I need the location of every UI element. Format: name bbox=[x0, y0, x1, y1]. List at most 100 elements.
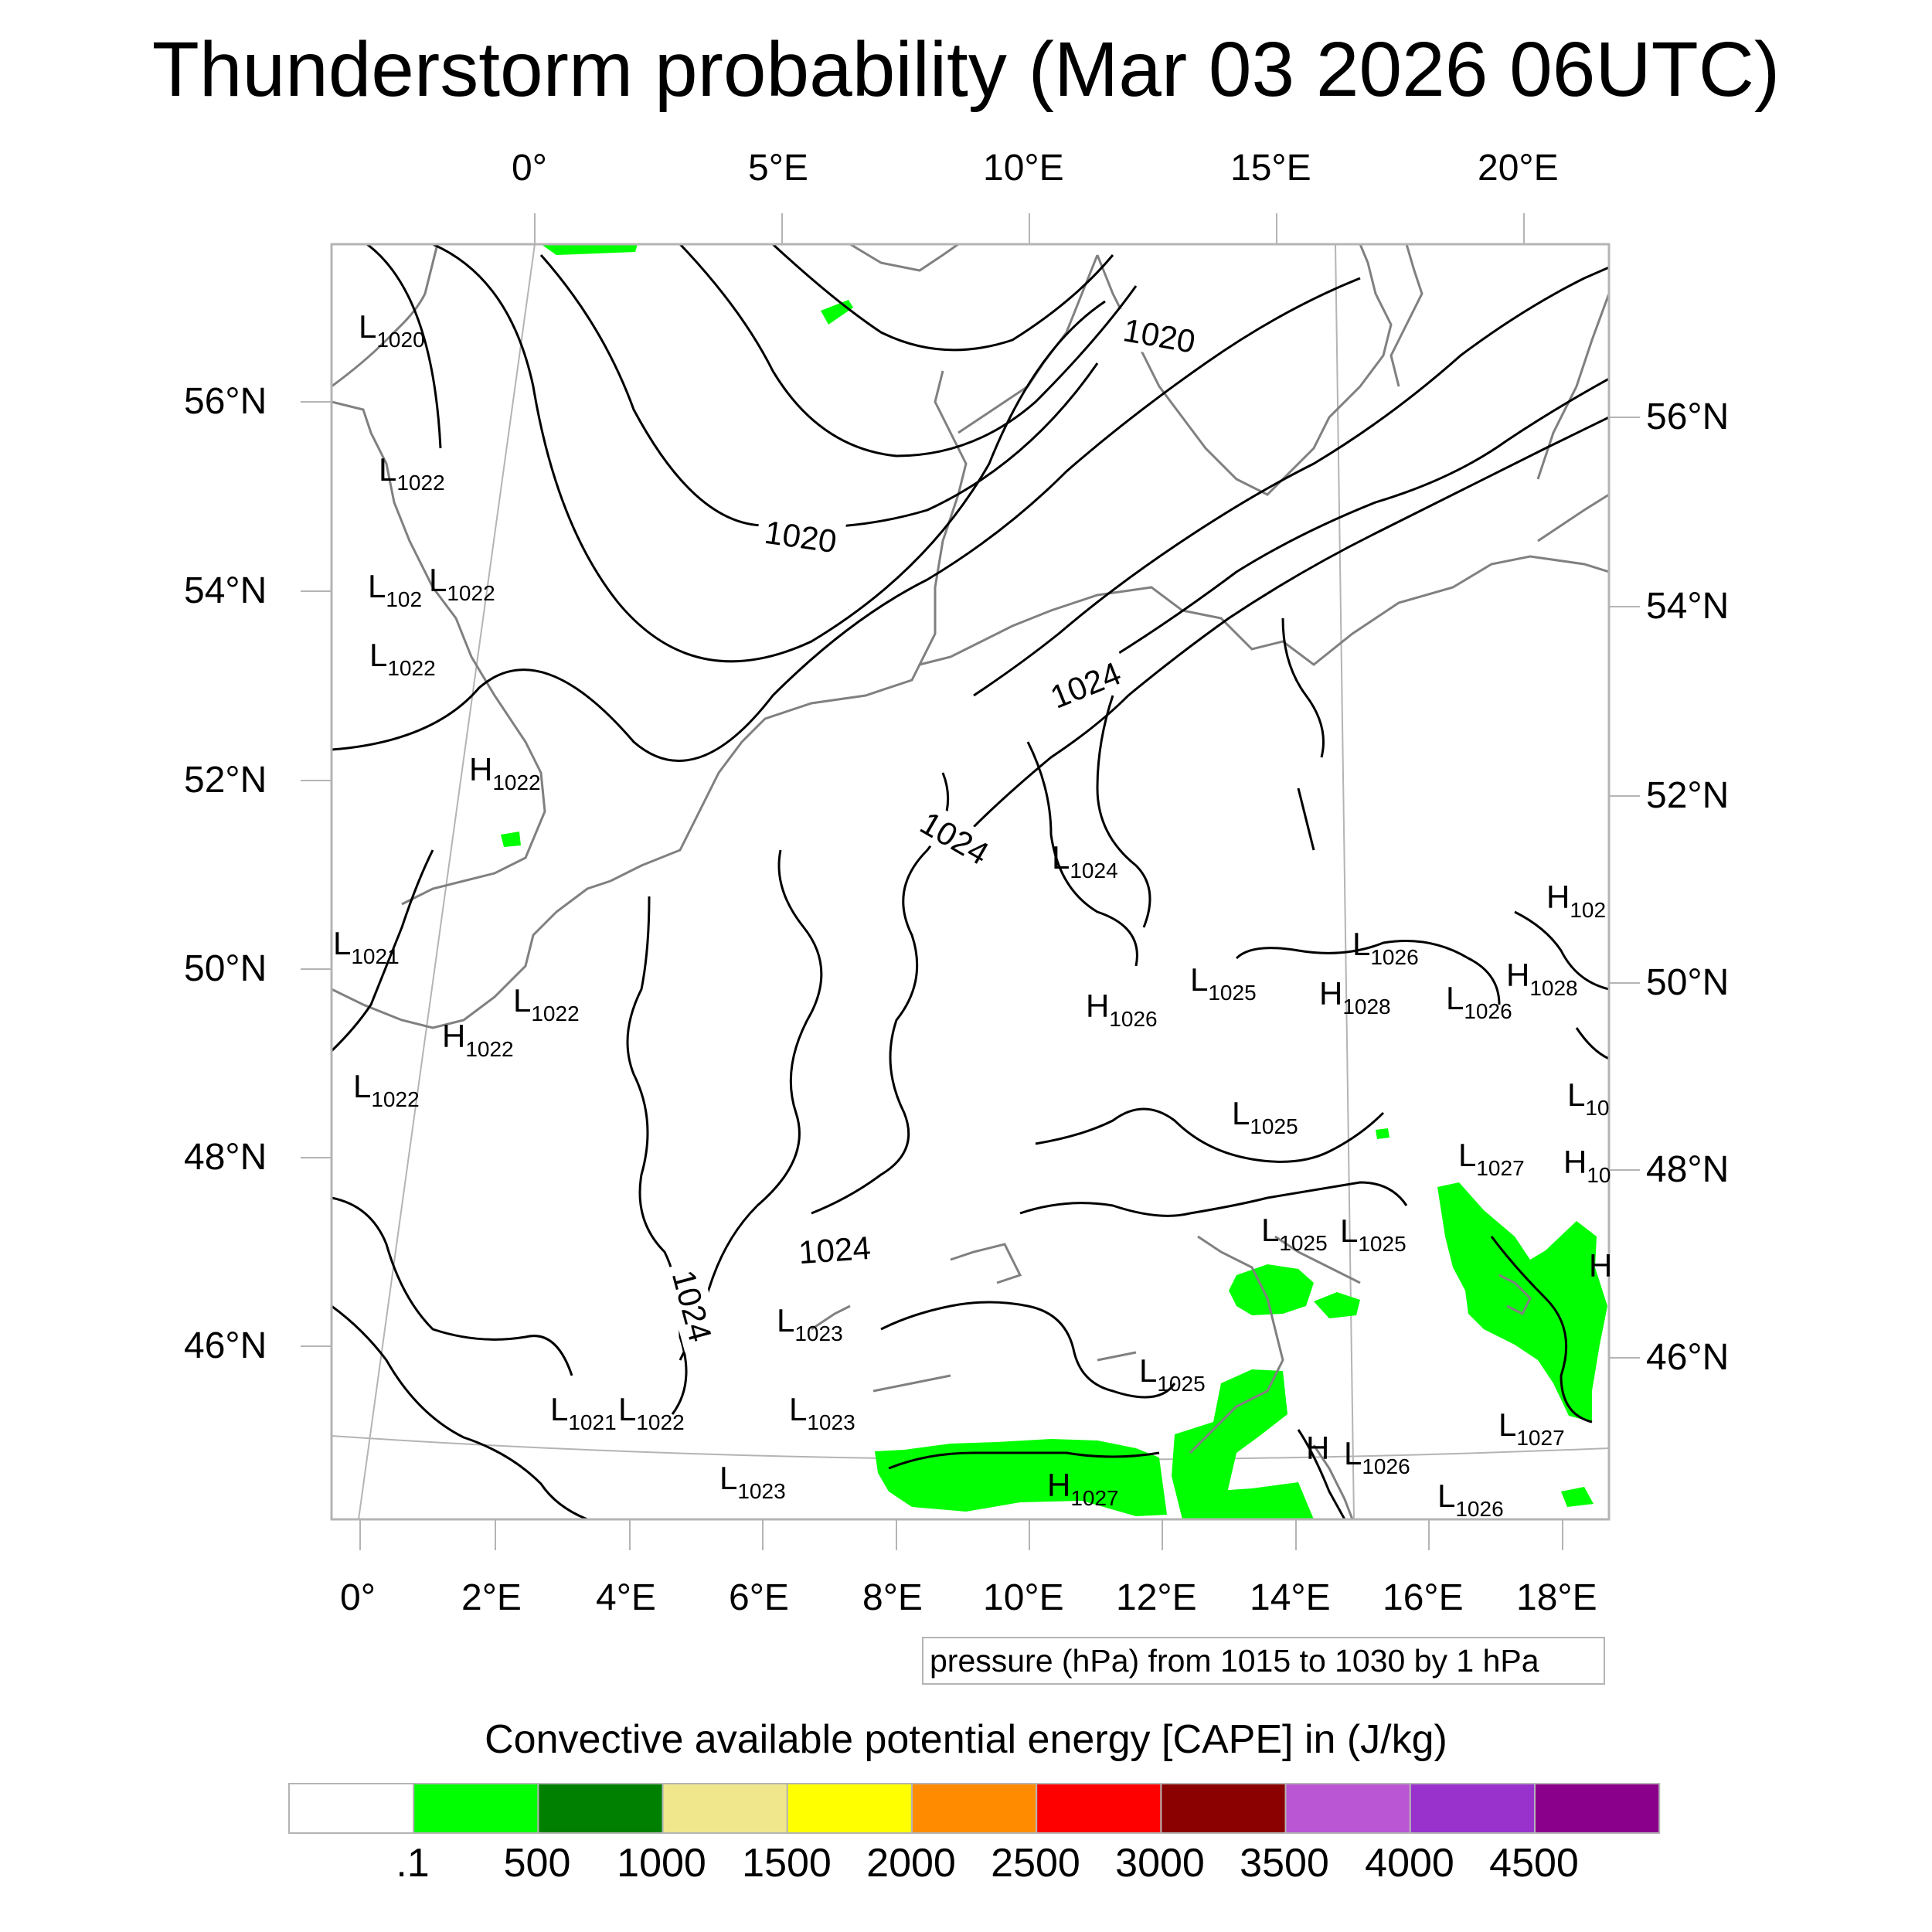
isobar-label-background bbox=[755, 511, 847, 562]
isobar-6 bbox=[332, 277, 1361, 762]
low-pressure-label: L1026 bbox=[1352, 926, 1419, 969]
colorbar-swatch bbox=[786, 1783, 913, 1834]
isobar-label-background bbox=[1113, 308, 1206, 362]
low-pressure-label: L1023 bbox=[719, 1460, 786, 1503]
colorbar-swatch bbox=[1036, 1783, 1162, 1834]
left-axis-label: 56°N bbox=[184, 381, 267, 422]
isobar-label: 1024 bbox=[798, 1230, 872, 1270]
low-pressure-label: L1024 bbox=[1052, 839, 1118, 883]
isobar-8 bbox=[1043, 377, 1609, 697]
right-axis-label: 52°N bbox=[1646, 775, 1730, 816]
high-pressure-label: H1027 bbox=[1047, 1467, 1119, 1510]
high-pressure-label: H1028 bbox=[1506, 957, 1578, 1000]
bottom-axis-label: 2°E bbox=[461, 1577, 522, 1618]
right-axis-label: 48°N bbox=[1646, 1149, 1730, 1190]
cape-area-carpathians bbox=[1437, 1182, 1607, 1422]
high-pressure-label: H1022 bbox=[442, 1018, 514, 1061]
map-frame bbox=[330, 243, 1611, 1521]
colorbar-label: 4000 bbox=[1365, 1841, 1454, 1886]
bottom-axis-label: 8°E bbox=[862, 1577, 923, 1618]
colorbar-label: 1000 bbox=[617, 1841, 706, 1886]
low-pressure-label: L1027 bbox=[1498, 1406, 1565, 1450]
pressure-center-labels: L1020L1022L102L1022L1022H1022L1024H102L1… bbox=[333, 308, 1612, 1521]
bottom-axis-label: 12°E bbox=[1116, 1577, 1197, 1618]
bottom-axis-label: 14°E bbox=[1250, 1577, 1331, 1618]
colorbar-label: 2000 bbox=[866, 1841, 956, 1886]
low-pressure-label: L1022 bbox=[353, 1068, 420, 1111]
bottom-axis-label: 16°E bbox=[1383, 1577, 1464, 1618]
low-pressure-label: L1021 bbox=[550, 1391, 617, 1434]
low-pressure-label: L1023 bbox=[777, 1302, 843, 1345]
colorbar-swatch bbox=[1409, 1783, 1536, 1834]
isobar-label: 1020 bbox=[1121, 311, 1198, 360]
low-pressure-label: L1022 bbox=[618, 1391, 685, 1434]
isobar-25 bbox=[1514, 910, 1609, 991]
low-pressure-label: L1023 bbox=[789, 1391, 855, 1434]
top-axis-label: 20°E bbox=[1478, 148, 1559, 189]
colorbar-swatch bbox=[1534, 1783, 1661, 1834]
left-axis-label: 48°N bbox=[184, 1137, 267, 1178]
contour-info-box: pressure (hPa) from 1015 to 1030 by 1 hP… bbox=[922, 1637, 1605, 1685]
isobar-10 bbox=[332, 849, 434, 1053]
low-pressure-label: L1026 bbox=[1446, 980, 1512, 1023]
graticule bbox=[332, 244, 1609, 1519]
low-pressure-label: L10 bbox=[1567, 1077, 1610, 1120]
right-axis-label: 56°N bbox=[1646, 396, 1730, 437]
isobar-4 bbox=[679, 244, 1138, 457]
colorbar-swatch bbox=[413, 1783, 539, 1834]
isobar-23 bbox=[1235, 940, 1501, 1005]
high-pressure-label: H10 bbox=[1563, 1144, 1611, 1187]
cape-area-se-corner bbox=[1561, 1487, 1594, 1507]
cape-area-hungary-west bbox=[1314, 1292, 1360, 1318]
low-pressure-label: L1026 bbox=[1437, 1478, 1504, 1521]
isobar-label-background bbox=[907, 799, 1002, 876]
axis-ticks bbox=[301, 213, 1640, 1550]
low-pressure-label: L1025 bbox=[1340, 1213, 1406, 1256]
high-pressure-label: H bbox=[1306, 1430, 1329, 1466]
isobar-12 bbox=[679, 849, 823, 1361]
top-axis-label: 15°E bbox=[1230, 148, 1311, 189]
top-axis-label: 10°E bbox=[983, 148, 1064, 189]
isobar-16 bbox=[1281, 617, 1325, 758]
bottom-axis-label: 6°E bbox=[729, 1577, 789, 1618]
colorbar-swatch bbox=[537, 1783, 664, 1834]
isobar-27 bbox=[1575, 1027, 1609, 1060]
isobar-28 bbox=[1297, 1429, 1346, 1519]
isobar-21 bbox=[1019, 1181, 1408, 1217]
isobar-label: 1024 bbox=[1046, 655, 1126, 716]
low-pressure-label: L1022 bbox=[513, 982, 580, 1026]
isobar-14 bbox=[1026, 741, 1138, 967]
low-pressure-label: L1025 bbox=[1190, 961, 1257, 1005]
left-axis-label: 50°N bbox=[184, 948, 267, 989]
colorbar-label: 4500 bbox=[1489, 1841, 1579, 1886]
low-pressure-label: L1022 bbox=[429, 562, 495, 605]
isobar-1 bbox=[366, 244, 442, 449]
low-pressure-label: L1020 bbox=[359, 308, 425, 352]
low-pressure-label: L1025 bbox=[1232, 1095, 1298, 1138]
coastlines bbox=[332, 244, 1609, 1519]
colorbar-label: 3500 bbox=[1240, 1841, 1329, 1886]
isobar-5 bbox=[771, 244, 1114, 352]
cape-area-czech bbox=[1376, 1128, 1389, 1139]
isobar-20 bbox=[880, 1301, 1176, 1399]
cape-area-adriatic bbox=[1172, 1369, 1287, 1519]
bottom-axis-label: 18°E bbox=[1516, 1577, 1597, 1618]
colorbar-title: Convective available potential energy [C… bbox=[485, 1717, 1447, 1762]
high-pressure-label: H1026 bbox=[1086, 988, 1158, 1031]
colorbar-label: .1 bbox=[396, 1841, 430, 1886]
bottom-axis-label: 4°E bbox=[596, 1577, 656, 1618]
left-axis-label: 52°N bbox=[184, 760, 267, 801]
isobar-24 bbox=[888, 1451, 1160, 1470]
cape-area-balkans-south bbox=[1206, 1482, 1314, 1519]
isobar-19 bbox=[332, 1304, 588, 1519]
top-axis-label: 0° bbox=[512, 148, 547, 189]
low-pressure-label: L1025 bbox=[1261, 1212, 1328, 1255]
bottom-axis-label: 0° bbox=[340, 1577, 376, 1618]
colorbar-swatch bbox=[911, 1783, 1038, 1834]
cape-area-thames bbox=[501, 832, 521, 847]
right-axis-label: 54°N bbox=[1646, 586, 1730, 627]
isobar-9 bbox=[972, 416, 1609, 828]
high-pressure-label: H bbox=[1589, 1247, 1612, 1284]
high-pressure-label: H1028 bbox=[1319, 975, 1391, 1019]
